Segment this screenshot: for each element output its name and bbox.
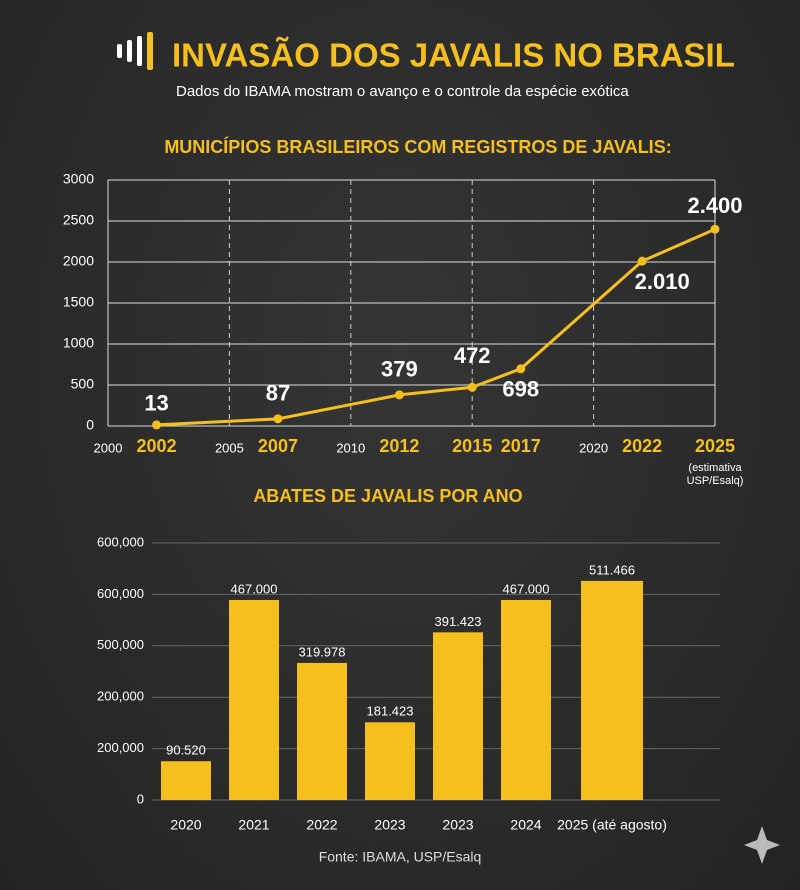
x-tick-label: 2005 [215,440,244,455]
x-tick-label: 2010 [336,440,365,455]
data-label: 467.000 [231,581,278,596]
x-highlight-label: 2012 [379,436,419,456]
bar [297,662,347,800]
x-tick-label: 2025 (até agosto) [557,817,667,833]
x-highlight-label: 2002 [137,436,177,456]
point [516,364,526,374]
y-tick-label: 0 [86,417,94,433]
data-label: 87 [266,381,290,406]
y-tick-label: 500,000 [97,637,144,652]
y-tick-label: 1000 [63,335,94,351]
point [467,382,477,392]
page-subtitle: Dados do IBAMA mostram o avanço e o cont… [176,83,629,100]
data-label: 181.423 [367,704,414,719]
x-tick-label: 2000 [94,440,123,455]
point [710,224,720,234]
x-tick-label: 2021 [238,817,269,833]
x-highlight-label: 2017 [501,436,541,456]
line [156,227,716,427]
x-highlight-label: 2022 [622,436,662,456]
y-tick-label: 3000 [63,171,94,187]
data-label: 472 [454,343,491,368]
data-label: 2.010 [635,269,690,294]
data-label: 319.978 [299,644,346,659]
x-tick-label: 2022 [306,817,337,833]
data-label: 2.400 [687,193,742,218]
y-tick-label: 600,000 [97,586,144,601]
x-highlight-label: 2025 [695,436,735,456]
bar [365,722,415,800]
data-label: 90.520 [166,743,206,758]
data-label: 698 [502,377,539,402]
annotation: (estimativa USP/Esalq) [686,462,744,487]
point [273,414,283,424]
y-tick-label: 1500 [63,294,94,310]
point [637,256,647,266]
data-label: 511.466 [589,562,635,577]
y-tick-label: 500 [71,376,95,392]
x-tick-label: 2023 [374,817,405,833]
data-label: 13 [144,391,168,416]
y-tick-label: 0 [137,791,144,806]
data-label: 467.000 [503,581,550,596]
chart-title: MUNICÍPIOS BRASILEIROS COM REGISTROS DE … [164,136,671,157]
x-tick-label: 2020 [579,440,608,455]
x-highlight-label: 2007 [258,436,298,456]
point [394,390,404,400]
x-highlight-label: 2015 [452,436,492,456]
y-tick-label: 2500 [63,212,94,228]
y-tick-label: 2000 [63,253,94,269]
bar [229,599,279,800]
sparkle-icon [744,826,780,864]
point [152,420,162,430]
y-tick-label: 600,000 [97,534,144,549]
x-tick-label: 2023 [442,817,473,833]
x-tick-label: 2024 [510,817,541,833]
y-tick-label: 200,000 [97,740,144,755]
data-label: 391.423 [435,614,482,629]
x-tick-label: 2020 [170,817,201,833]
page-title: INVASÃO DOS JAVALIS NO BRASIL [172,37,735,74]
y-tick-label: 200,000 [97,689,144,704]
bar [433,632,483,800]
bar [161,761,211,800]
source: Fonte: IBAMA, USP/Esalq [319,849,482,865]
chart-title: ABATES DE JAVALIS POR ANO [253,486,522,506]
data-label: 379 [381,357,418,382]
bar [581,580,643,800]
bar [501,599,551,800]
logo-icon [117,32,153,70]
